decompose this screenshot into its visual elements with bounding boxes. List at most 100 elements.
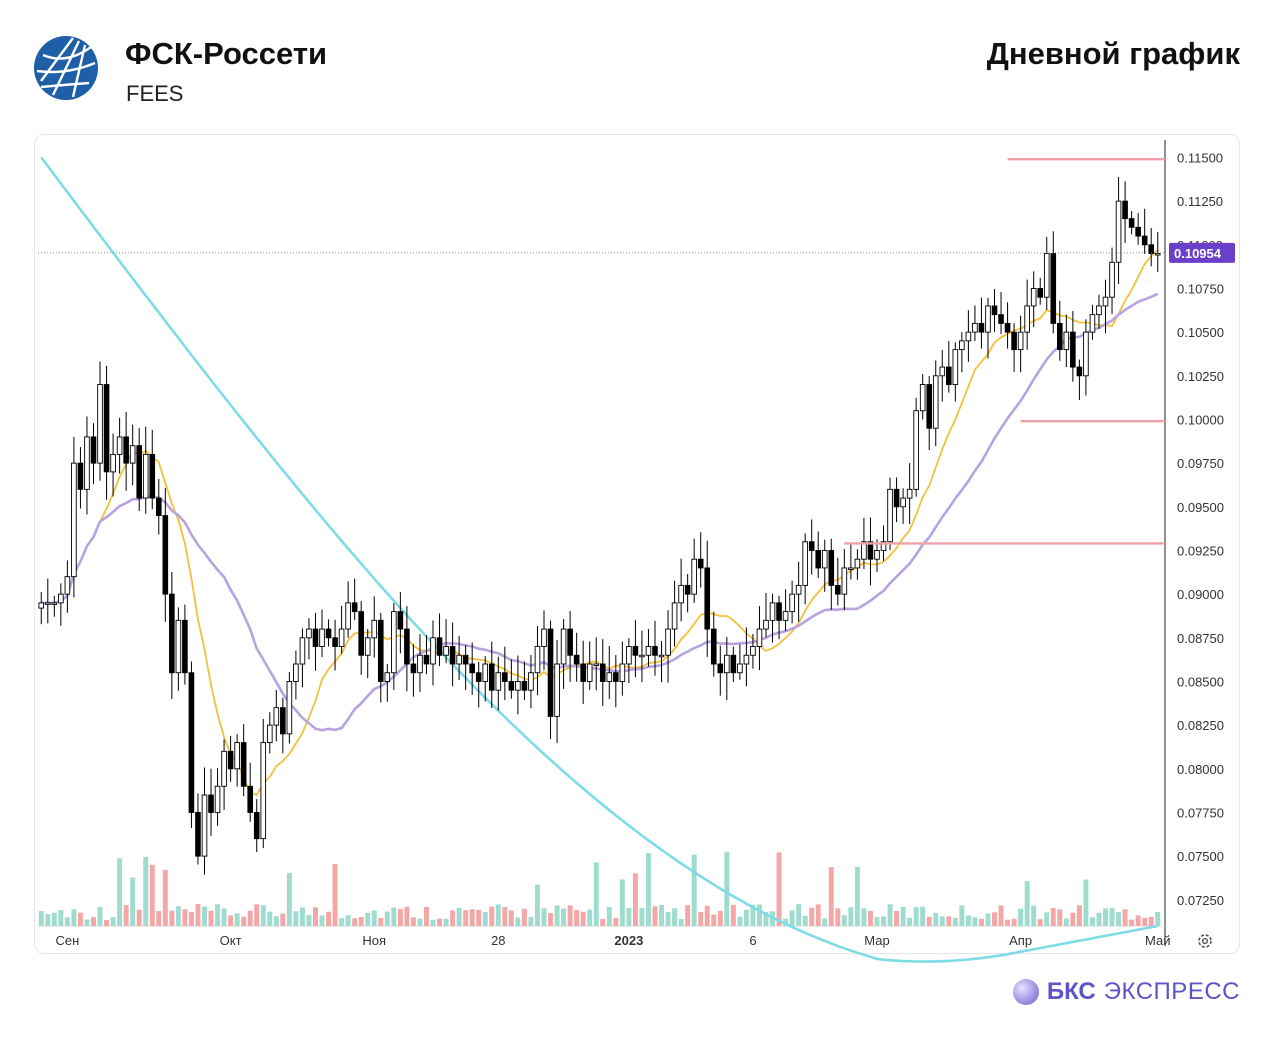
volume-bar	[894, 910, 900, 926]
candle-up	[750, 646, 756, 656]
volume-bar	[1155, 911, 1161, 926]
volume-bar	[750, 904, 756, 926]
gear-icon[interactable]	[1196, 932, 1214, 950]
candle-down	[946, 366, 952, 385]
volume-bar	[796, 904, 802, 926]
candle-down	[423, 654, 430, 665]
candle-down	[449, 646, 456, 665]
volume-bar	[672, 908, 678, 926]
candle-down	[1037, 288, 1044, 298]
volume-bar	[1135, 915, 1141, 926]
candle-down	[567, 628, 573, 656]
volume-bar	[959, 905, 965, 926]
y-tick-label: 0.08000	[1177, 762, 1224, 777]
candle-down	[103, 384, 110, 473]
volume-bar	[208, 910, 214, 926]
y-tick-label: 0.09000	[1177, 587, 1224, 602]
volume-bar	[548, 913, 554, 926]
candle-up	[71, 462, 77, 578]
volume-bar	[117, 858, 123, 926]
candle-down	[280, 707, 286, 735]
candle-down	[404, 628, 410, 665]
candle-down	[77, 462, 84, 490]
volume-bar	[907, 917, 913, 926]
volume-bar	[632, 873, 638, 926]
candle-up	[515, 681, 521, 691]
volume-bar	[1076, 905, 1082, 926]
candle-up	[129, 445, 136, 464]
candle-up	[456, 654, 462, 665]
candle-up	[743, 654, 750, 665]
volume-bar	[384, 911, 390, 926]
candle-down	[815, 550, 822, 569]
candle-down	[1076, 366, 1083, 377]
candle-down	[240, 742, 247, 787]
candle-up	[671, 602, 678, 630]
volume-bar	[437, 918, 443, 926]
candle-up	[665, 628, 671, 656]
volume-bar	[469, 909, 475, 926]
candle-up	[58, 593, 64, 604]
candle-down	[926, 384, 933, 429]
candle-up	[1096, 305, 1102, 316]
candle-up	[1154, 253, 1161, 256]
volume-bar	[241, 916, 247, 926]
volume-bar	[724, 851, 730, 926]
volume-bar	[756, 904, 762, 926]
y-tick-label: 0.07500	[1177, 849, 1224, 864]
volume-bar	[260, 905, 266, 926]
candle-up	[1083, 331, 1089, 377]
volume-bar	[534, 884, 540, 926]
volume-bar	[391, 907, 397, 926]
y-tick-label: 0.11500	[1177, 150, 1223, 165]
candle-down	[155, 497, 162, 516]
volume-bar	[104, 919, 110, 926]
candle-down	[835, 584, 841, 595]
ticker-symbol: FEES	[126, 81, 184, 106]
candle-up	[874, 550, 880, 560]
candle-up	[234, 742, 240, 770]
ma-long-line	[40, 156, 1158, 963]
candle-down	[978, 322, 985, 333]
volume-bar	[110, 917, 116, 926]
volume-bar	[711, 914, 717, 926]
candle-up	[293, 663, 299, 682]
volume-bar	[783, 918, 789, 926]
volume-bar	[698, 912, 704, 926]
volume-bar	[639, 907, 645, 926]
candle-down	[182, 619, 188, 674]
candle-up	[802, 541, 808, 586]
candle-down	[475, 672, 482, 682]
x-tick-label: Мар	[864, 933, 889, 948]
candle-down	[325, 628, 332, 639]
candle-up	[795, 584, 802, 595]
candle-down	[169, 593, 175, 674]
candle-up	[606, 672, 613, 682]
candle-down	[1148, 244, 1155, 254]
candle-up	[345, 602, 351, 630]
candle-up	[1115, 200, 1122, 263]
candle-down	[247, 785, 253, 813]
candle-up	[959, 340, 965, 351]
volume-bar	[71, 909, 77, 926]
candle-up	[116, 436, 123, 455]
candle-up	[1043, 253, 1050, 298]
candle-up	[593, 663, 600, 666]
candle-up	[214, 785, 221, 813]
volume-bar	[1005, 919, 1011, 926]
brand-regular: ЭКСПРЕСС	[1103, 978, 1240, 1005]
candle-up	[965, 331, 972, 342]
volume-bar	[188, 911, 194, 926]
candle-up	[175, 619, 182, 674]
candle-up	[861, 541, 867, 560]
volume-bar	[554, 905, 560, 926]
volume-bar	[1070, 912, 1076, 926]
volume-bar	[123, 905, 129, 926]
volume-bar	[645, 853, 651, 926]
volume-bar	[1116, 911, 1122, 926]
volume-bar	[704, 905, 710, 926]
candle-up	[821, 550, 828, 569]
candle-down	[1056, 322, 1063, 351]
candle-up	[44, 602, 51, 605]
volume-bar	[130, 877, 136, 926]
